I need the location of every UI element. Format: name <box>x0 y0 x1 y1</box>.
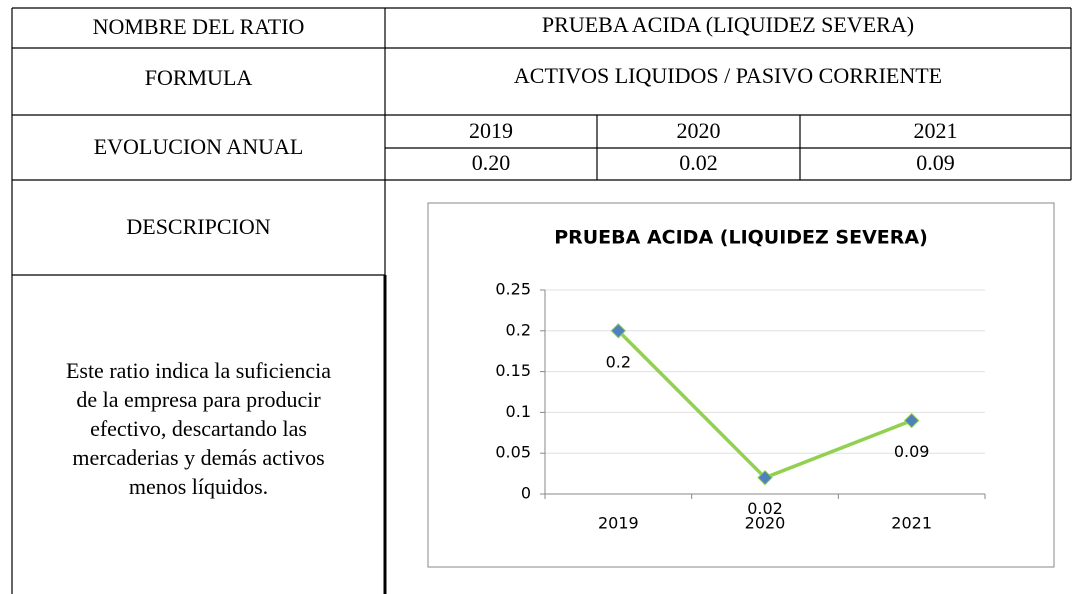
description-line: menos líquidos. <box>128 474 269 499</box>
data-label: 0.02 <box>747 499 783 518</box>
description-line: de la empresa para producir <box>76 387 321 412</box>
evolution-label: EVOLUCION ANUAL <box>93 134 304 159</box>
description-label: DESCRIPCION <box>126 214 271 239</box>
year: 2019 <box>469 118 513 143</box>
description: Este ratio indica la suficiencia de la em… <box>12 356 385 501</box>
chart-title: PRUEBA ACIDA (LIQUIDEZ SEVERA) <box>554 227 928 249</box>
chart-frame <box>427 202 1055 568</box>
formula: ACTIVOS LIQUIDOS / PASIVO CORRIENTE <box>513 63 943 88</box>
year-value: 0.02 <box>679 150 718 175</box>
y-tick-label: 0.2 <box>506 320 531 339</box>
description-line: Este ratio indica la suficiencia <box>65 358 332 383</box>
x-tick-label: 2019 <box>598 514 639 533</box>
description-line: efectivo, descartando las <box>90 416 307 441</box>
year-value: 0.20 <box>471 150 511 175</box>
y-tick-label: 0.05 <box>495 443 531 462</box>
year-value: 0.09 <box>916 150 955 175</box>
formula-label: FORMULA <box>144 65 253 90</box>
marker <box>903 412 920 429</box>
year: 2020 <box>676 118 721 143</box>
y-tick-label: 0.25 <box>495 280 531 299</box>
marker <box>610 323 627 339</box>
y-tick-label: 0.15 <box>495 361 531 380</box>
ratio-name: PRUEBA ACIDA (LIQUIDEZ SEVERA) <box>541 12 915 37</box>
table-borders <box>11 7 1072 594</box>
data-label: 0.09 <box>894 442 930 461</box>
name-label: NOMBRE DEL RATIO <box>92 14 305 39</box>
year: 2021 <box>913 118 958 143</box>
y-tick-label: 0.1 <box>506 402 531 421</box>
y-tick-label: 0 <box>521 484 531 503</box>
data-label: 0.2 <box>606 352 631 371</box>
description-line: mercaderias y demás activos <box>72 445 325 470</box>
marker <box>757 469 773 486</box>
x-tick-label: 2020 <box>745 514 786 533</box>
x-tick-label: 2021 <box>891 514 932 533</box>
